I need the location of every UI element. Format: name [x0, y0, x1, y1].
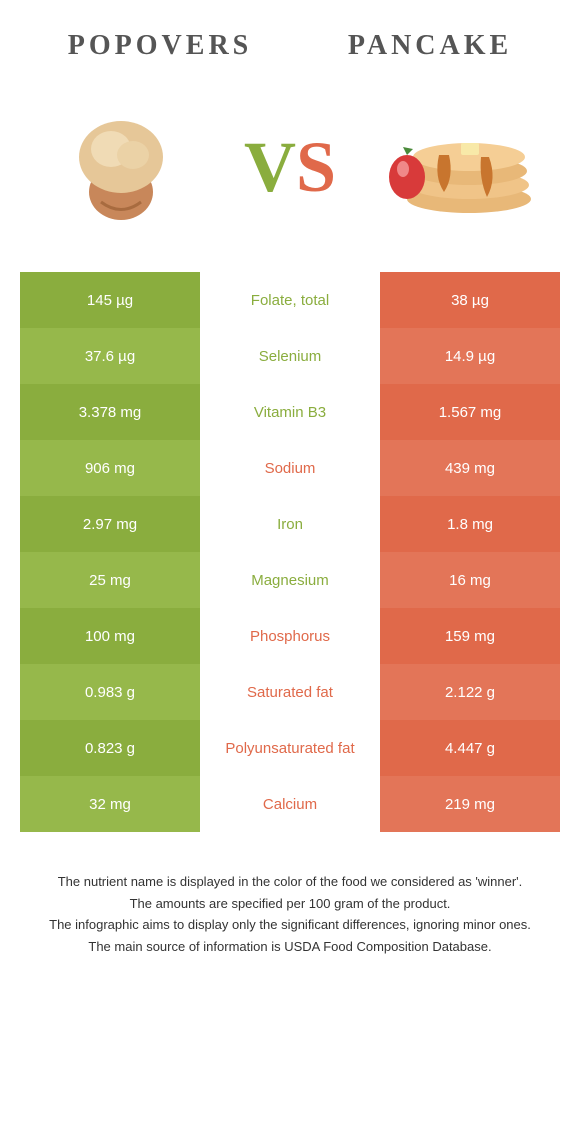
right-food-image: [379, 102, 539, 232]
table-row: 100 mgPhosphorus159 mg: [20, 608, 560, 664]
left-value: 3.378 mg: [20, 384, 200, 440]
left-value: 0.823 g: [20, 720, 200, 776]
left-value: 37.6 µg: [20, 328, 200, 384]
nutrient-label: Folate, total: [200, 272, 380, 328]
nutrient-label: Iron: [200, 496, 380, 552]
left-value: 100 mg: [20, 608, 200, 664]
right-value: 2.122 g: [380, 664, 560, 720]
nutrient-label: Magnesium: [200, 552, 380, 608]
vs-v-char: V: [244, 126, 296, 209]
nutrient-label: Sodium: [200, 440, 380, 496]
right-value: 1.8 mg: [380, 496, 560, 552]
table-row: 2.97 mgIron1.8 mg: [20, 496, 560, 552]
left-value: 906 mg: [20, 440, 200, 496]
nutrient-table: 145 µgFolate, total38 µg37.6 µgSelenium1…: [20, 272, 560, 832]
table-row: 37.6 µgSelenium14.9 µg: [20, 328, 560, 384]
nutrient-label: Saturated fat: [200, 664, 380, 720]
vs-s-char: S: [296, 126, 336, 209]
table-row: 25 mgMagnesium16 mg: [20, 552, 560, 608]
table-row: 3.378 mgVitamin B31.567 mg: [20, 384, 560, 440]
vs-row: VS: [20, 92, 560, 272]
right-food-title: Pancake: [348, 30, 512, 62]
footer-line-2: The amounts are specified per 100 gram o…: [40, 894, 540, 914]
left-value: 145 µg: [20, 272, 200, 328]
footer-line-1: The nutrient name is displayed in the co…: [40, 872, 540, 892]
right-value: 219 mg: [380, 776, 560, 832]
right-value: 38 µg: [380, 272, 560, 328]
table-row: 145 µgFolate, total38 µg: [20, 272, 560, 328]
table-row: 0.983 gSaturated fat2.122 g: [20, 664, 560, 720]
nutrient-label: Phosphorus: [200, 608, 380, 664]
left-food-title: Popovers: [68, 30, 252, 62]
table-row: 906 mgSodium439 mg: [20, 440, 560, 496]
nutrient-label: Calcium: [200, 776, 380, 832]
left-food-image: [41, 102, 201, 232]
popover-icon: [61, 107, 181, 227]
left-value: 0.983 g: [20, 664, 200, 720]
footer-line-4: The main source of information is USDA F…: [40, 937, 540, 957]
nutrient-label: Selenium: [200, 328, 380, 384]
right-value: 159 mg: [380, 608, 560, 664]
left-value: 25 mg: [20, 552, 200, 608]
footer-notes: The nutrient name is displayed in the co…: [20, 832, 560, 956]
table-row: 0.823 gPolyunsaturated fat4.447 g: [20, 720, 560, 776]
footer-line-3: The infographic aims to display only the…: [40, 915, 540, 935]
left-value: 2.97 mg: [20, 496, 200, 552]
right-value: 439 mg: [380, 440, 560, 496]
right-value: 16 mg: [380, 552, 560, 608]
nutrient-label: Polyunsaturated fat: [200, 720, 380, 776]
nutrient-label: Vitamin B3: [200, 384, 380, 440]
right-value: 14.9 µg: [380, 328, 560, 384]
pancake-icon: [379, 107, 539, 227]
right-value: 1.567 mg: [380, 384, 560, 440]
left-value: 32 mg: [20, 776, 200, 832]
header-row: Popovers Pancake: [20, 20, 560, 92]
vs-label: VS: [244, 126, 336, 209]
right-value: 4.447 g: [380, 720, 560, 776]
table-row: 32 mgCalcium219 mg: [20, 776, 560, 832]
